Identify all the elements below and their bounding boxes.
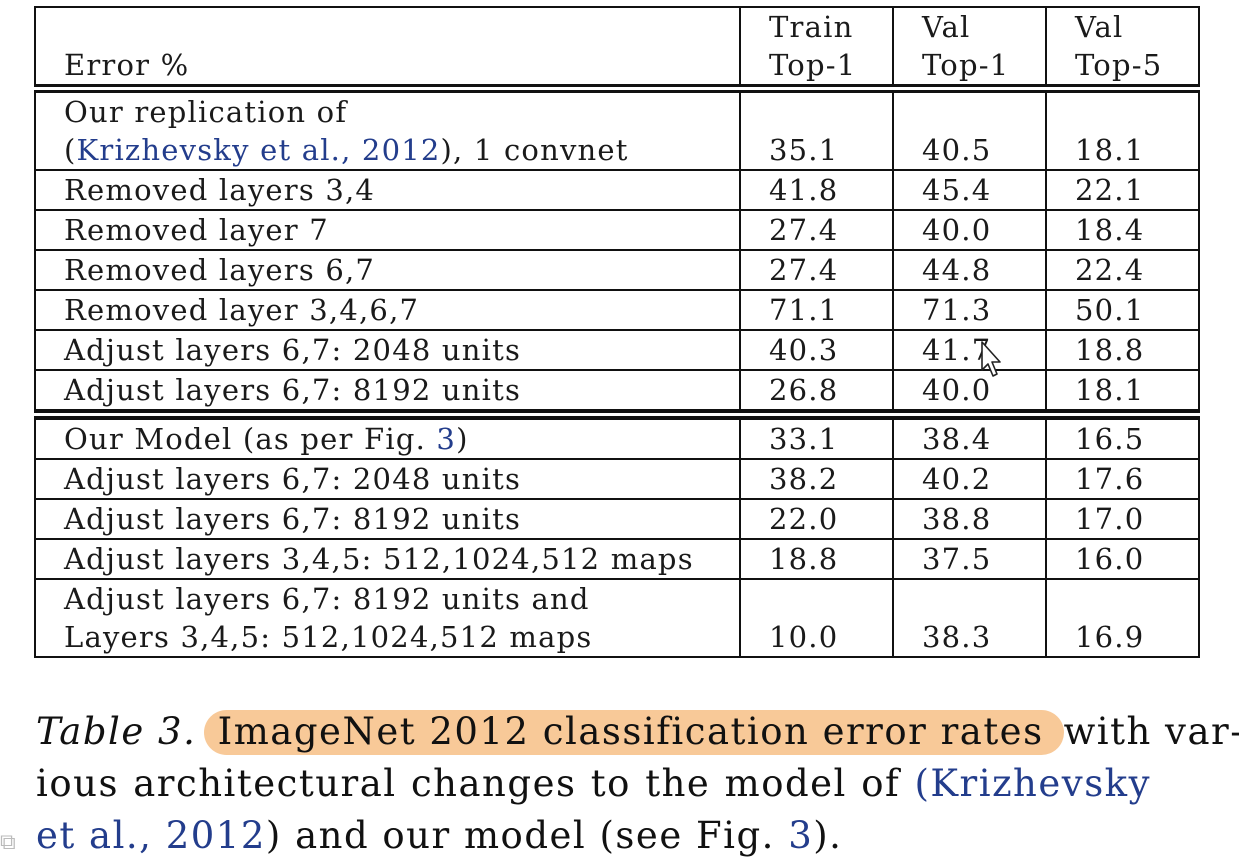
cell-train-top1: 38.2 [739,458,894,500]
cell-train-top1: 71.1 [739,289,894,331]
caption-line-2: ious architectural changes to the model … [36,758,1151,810]
row-label-line1: Our replication of [64,95,348,129]
table-caption: Table 3. ImageNet 2012 classification er… [36,706,1239,862]
table-row: Adjust layers 6,7: 8192 units 22.0 38.8 … [34,498,1200,540]
row-label: Adjust layers 6,7: 8192 units and Layers… [34,578,741,658]
table-row: Adjust layers 6,7: 8192 units and Layers… [34,578,1200,658]
cell-val-top5: 16.5 [1045,413,1200,460]
cell-val-top5: 17.0 [1045,498,1200,540]
cell-train-top1: 27.4 [739,209,894,251]
cell-val-top1: 40.0 [892,209,1047,251]
cell-val-top1: 40.0 [892,369,1047,416]
cell-val-top1: 44.8 [892,249,1047,291]
cell-val-top1: 38.4 [892,413,1047,460]
copy-icon[interactable]: ⧉ [0,830,16,855]
table-header-row: Error % Train Top-1 Val Top-1 Val Top-5 [34,6,1200,90]
header-train-top1-line2: Top-1 [769,48,857,82]
table-row: Removed layer 3,4,6,7 71.1 71.3 50.1 [34,289,1200,331]
table-row: Removed layers 6,7 27.4 44.8 22.4 [34,249,1200,291]
caption-figure-ref-link[interactable]: 3 [788,814,814,857]
cell-val-top5: 18.1 [1045,87,1200,171]
cell-val-top1: 45.4 [892,169,1047,211]
cell-val-top5: 16.9 [1045,578,1200,658]
cell-train-top1-best: 10.0 [739,578,894,658]
row-label: Adjust layers 6,7: 8192 units [34,369,741,416]
table-row: Adjust layers 6,7: 2048 units 38.2 40.2 … [34,458,1200,500]
row-label: Removed layers 6,7 [34,249,741,291]
row-label: Our replication of (Krizhevsky et al., 2… [34,87,741,171]
cell-train-top1: 22.0 [739,498,894,540]
header-val-top5: Val Top-5 [1045,6,1200,90]
caption-label: Table 3. [36,710,197,753]
cell-val-top5: 22.4 [1045,249,1200,291]
caption-line-1: Table 3. ImageNet 2012 classification er… [36,710,1239,755]
header-val-top1: Val Top-1 [892,6,1047,90]
table-row: Removed layers 3,4 41.8 45.4 22.1 [34,169,1200,211]
caption-citation-link[interactable]: (Krizhevsky [914,762,1151,805]
caption-line-3: et al., 2012) and our model (see Fig. 3)… [36,814,843,857]
highlighted-text: ImageNet 2012 classification error rates [203,710,1064,755]
header-train-top1: Train Top-1 [739,6,894,90]
cell-val-top5: 18.1 [1045,369,1200,416]
cell-train-top1: 26.8 [739,369,894,416]
header-val-top1-line2: Top-1 [922,48,1010,82]
cell-val-top1: 41.7 [892,329,1047,371]
results-table: Error % Train Top-1 Val Top-1 Val Top-5 … [34,6,1200,658]
row-label: Adjust layers 3,4,5: 512,1024,512 maps [34,538,741,580]
cell-train-top1: 18.8 [739,538,894,580]
cell-val-top5: 17.6 [1045,458,1200,500]
cell-train-top1: 33.1 [739,413,894,460]
table-row: Adjust layers 6,7: 2048 units 40.3 41.7 … [34,329,1200,371]
row-label: Our Model (as per Fig. 3) [34,413,741,460]
cell-train-top1: 40.3 [739,329,894,371]
cell-val-top5: 18.4 [1045,209,1200,251]
row-label-line2: Layers 3,4,5: 512,1024,512 maps [64,620,593,654]
header-train-top1-line1: Train [769,10,854,44]
table-row: Our replication of (Krizhevsky et al., 2… [34,87,1200,171]
cell-val-top5: 50.1 [1045,289,1200,331]
table-row: Adjust layers 6,7: 8192 units 26.8 40.0 … [34,369,1200,416]
table-row: Adjust layers 3,4,5: 512,1024,512 maps 1… [34,538,1200,580]
cell-train-top1: 41.8 [739,169,894,211]
row-label: Adjust layers 6,7: 2048 units [34,329,741,371]
table-row: Removed layer 7 27.4 40.0 18.4 [34,209,1200,251]
row-label: Adjust layers 6,7: 2048 units [34,458,741,500]
cell-val-top5: 18.8 [1045,329,1200,371]
header-error-label: Error % [34,6,741,90]
row-label: Removed layers 3,4 [34,169,741,211]
figure-ref-link[interactable]: 3 [436,422,457,456]
cell-val-top1: 38.3 [892,578,1047,658]
cell-train-top1: 27.4 [739,249,894,291]
cell-val-top1: 38.8 [892,498,1047,540]
row-label: Removed layer 7 [34,209,741,251]
cell-val-top5: 22.1 [1045,169,1200,211]
cell-val-top5-best: 16.0 [1045,538,1200,580]
cell-val-top1-best: 37.5 [892,538,1047,580]
header-val-top5-line2: Top-5 [1075,48,1163,82]
header-val-top1-line1: Val [922,10,971,44]
row-label: Adjust layers 6,7: 8192 units [34,498,741,540]
row-label-line2: (Krizhevsky et al., 2012), 1 convnet [64,133,629,167]
citation-link[interactable]: Krizhevsky et al., 2012 [76,133,441,167]
cell-val-top1: 40.2 [892,458,1047,500]
cell-val-top1: 40.5 [892,87,1047,171]
table-row: Our Model (as per Fig. 3) 33.1 38.4 16.5 [34,413,1200,460]
cell-train-top1: 35.1 [739,87,894,171]
mouse-cursor-icon [981,341,1001,377]
table-group-our-model: Our Model (as per Fig. 3) 33.1 38.4 16.5… [34,413,1200,658]
caption-citation-link-cont[interactable]: et al., 2012 [36,814,266,857]
row-label: Removed layer 3,4,6,7 [34,289,741,331]
row-label-line1: Adjust layers 6,7: 8192 units and [64,582,590,616]
header-val-top5-line1: Val [1075,10,1124,44]
cell-val-top1: 71.3 [892,289,1047,331]
table-group-replication: Our replication of (Krizhevsky et al., 2… [34,87,1200,416]
